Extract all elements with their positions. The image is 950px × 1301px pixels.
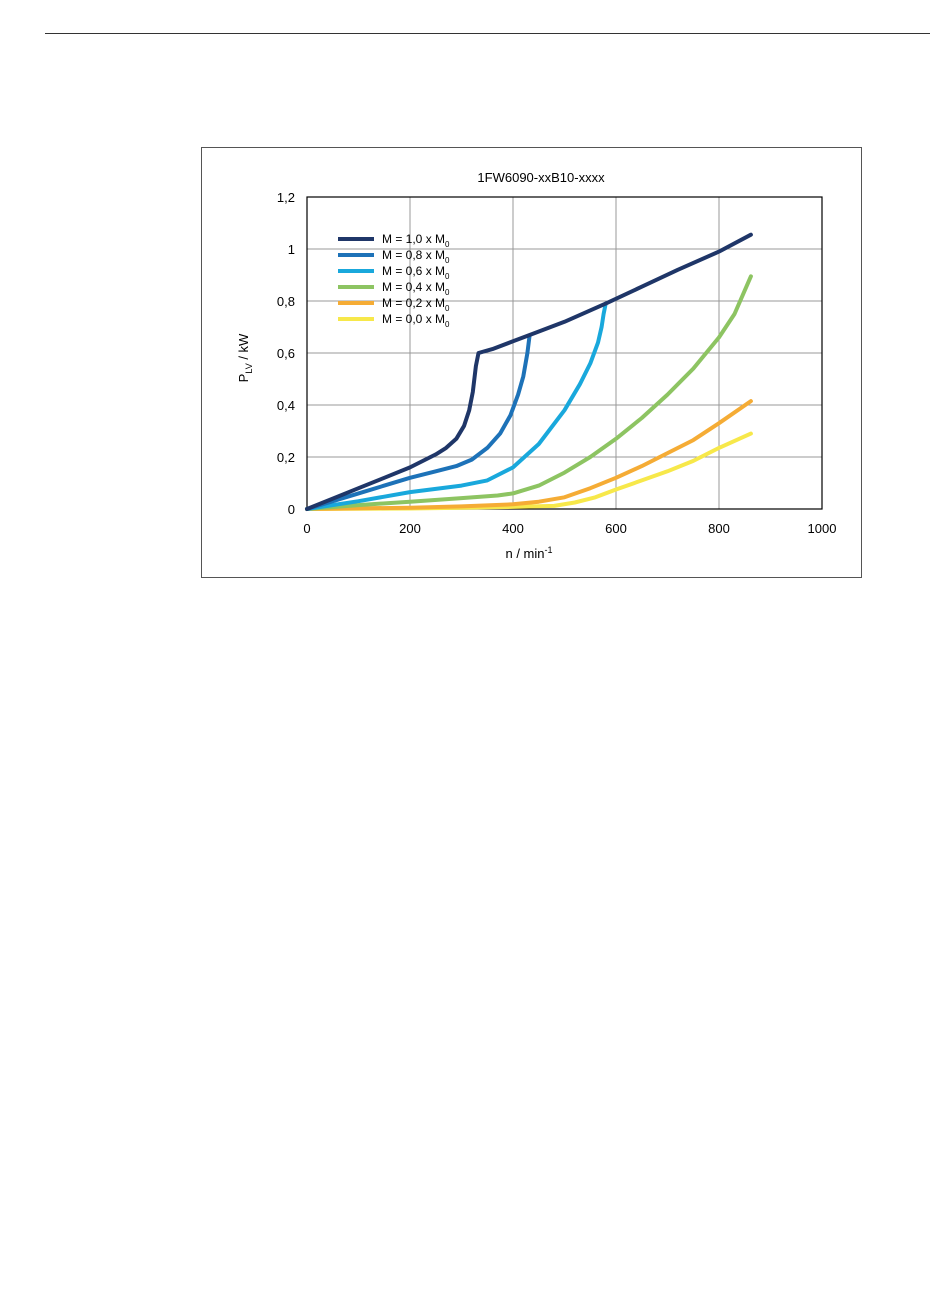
plot-area-border (306, 196, 823, 510)
line-chart: 1FW6090-xxB10-xxxx 0 200 400 600 800 1000 00,… (236, 170, 836, 561)
y-tick-label: 0,2 (277, 450, 295, 465)
legend-label-subscript: 0 (445, 320, 450, 329)
y-axis-label-subscript: LV (244, 363, 254, 373)
y-tick-label: 0 (288, 502, 295, 517)
y-axis-label-unit: / kW (236, 333, 251, 363)
y-tick-label: 0,8 (277, 294, 295, 309)
series-line (305, 301, 608, 511)
legend-label: M = 0,0 x M0 (382, 312, 450, 329)
legend-label-subscript: 0 (445, 272, 450, 281)
series-line (305, 399, 753, 511)
chart-series (305, 232, 753, 511)
x-tick-label: 600 (605, 521, 627, 536)
x-tick-label: 200 (399, 521, 421, 536)
legend-label-main: M = 0,0 x M (382, 312, 445, 326)
legend-label: M = 1,0 x M0 (382, 232, 450, 249)
series-line (305, 334, 532, 511)
legend-label-subscript: 0 (445, 304, 450, 313)
x-axis-label-main: n / min (505, 546, 544, 561)
legend-label-subscript: 0 (445, 288, 450, 297)
legend-label-main: M = 1,0 x M (382, 232, 445, 246)
legend-label: M = 0,6 x M0 (382, 264, 450, 281)
x-tick-labels: 0 200 400 600 800 1000 (303, 521, 836, 536)
legend-label-main: M = 0,6 x M (382, 264, 445, 278)
x-axis-label-superscript: -1 (545, 545, 553, 555)
chart-frame: 1FW6090-xxB10-xxxx 0 200 400 600 800 1000 0 0,… (201, 147, 862, 578)
y-tick-label: 1,2 (277, 190, 295, 205)
y-tick-label: 0,4 (277, 398, 295, 413)
chart-legend: M = 1,0 x M0M = 0,8 x M0M = 0,6 x M0M = … (338, 232, 450, 329)
page-header-rule (45, 33, 930, 34)
legend-label-main: M = 0,8 x M (382, 248, 445, 262)
legend-label-subscript: 0 (445, 240, 450, 249)
legend-label-subscript: 0 (445, 256, 450, 265)
x-tick-label: 800 (708, 521, 730, 536)
y-axis-label: PLV / kW (236, 333, 254, 382)
x-axis-label: n / min-1 (505, 545, 552, 561)
x-tick-label: 1000 (808, 521, 837, 536)
y-tick-labels: 0 0,2 0,4 0,6 0,8 1 1,2 (277, 190, 295, 517)
series-line (305, 274, 753, 511)
x-tick-label: 0 (303, 521, 310, 536)
series-line (305, 232, 753, 511)
chart-title: 1FW6090-xxB10-xxxx (477, 170, 605, 185)
y-tick-label: 1 (288, 242, 295, 257)
y-tick-label: 0,6 (277, 346, 295, 361)
chart-grid (306, 196, 823, 510)
legend-label: M = 0,4 x M0 (382, 280, 450, 297)
x-tick-label: 400 (502, 521, 524, 536)
y-axis-label-main: P (236, 374, 251, 383)
legend-label: M = 0,8 x M0 (382, 248, 450, 265)
legend-label-main: M = 0,2 x M (382, 296, 445, 310)
legend-label-main: M = 0,4 x M (382, 280, 445, 294)
legend-label: M = 0,2 x M0 (382, 296, 450, 313)
